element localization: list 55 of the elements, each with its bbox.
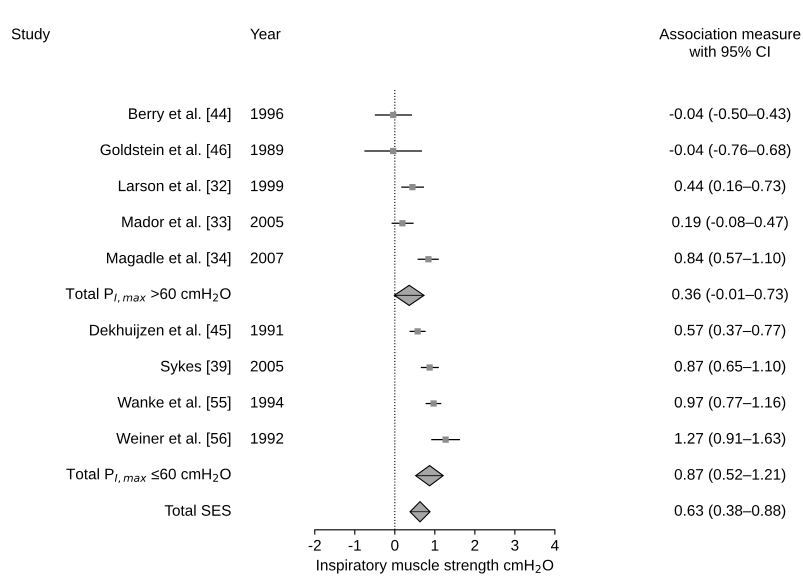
x-tick-label: 3 [511, 540, 518, 551]
point [390, 112, 396, 118]
text: -0.04 (-0.76–0.68) [670, 144, 790, 158]
x-tick-label: 0 [391, 540, 398, 551]
point [442, 436, 449, 443]
point [409, 501, 431, 522]
x-tick-label: 4 [550, 540, 559, 551]
text: Year [250, 28, 281, 40]
text: 0.87 (0.65–1.10) [674, 360, 786, 375]
point [390, 148, 396, 154]
text: -0.04 (-0.50–0.43) [670, 108, 790, 122]
text: 2005 [250, 360, 284, 372]
text: 1992 [251, 432, 284, 444]
text: 1.27 (0.91–1.63) [675, 432, 786, 447]
text: 0.44 (0.16–0.73) [674, 180, 786, 194]
x-tick-label: 1 [432, 540, 438, 551]
text: 1994 [251, 396, 284, 408]
text: 1999 [251, 180, 284, 192]
text: 1989 [251, 144, 284, 156]
text: 0.19 (-0.08–0.47) [672, 216, 788, 230]
text: Association measure with 95% CI [659, 28, 800, 57]
x-tick-label: -2 [308, 540, 321, 551]
point [409, 184, 416, 190]
point [415, 465, 444, 486]
point [426, 364, 433, 371]
y-tick-label: Berry et al. [44] [129, 108, 230, 122]
x-tick-label: -1 [348, 540, 361, 551]
y-tick-label: Weiner et al. [56] [116, 432, 230, 447]
text: 0.87 (0.52–1.21) [674, 468, 786, 483]
y-tick-label: Total P$_{I,max}$ ≤60 cmH$_{2}$O [66, 468, 231, 484]
text: 0.63 (0.38–0.88) [674, 504, 786, 519]
y-tick-label: Dekhuijzen et al. [45] [90, 324, 230, 339]
point [414, 328, 421, 335]
text: 1991 [251, 324, 284, 336]
y-tick-label: Total P$_{I,max}$ >60 cmH$_{2}$O [66, 288, 231, 303]
text: 0.36 (-0.01–0.73) [672, 288, 788, 302]
text: Study [12, 28, 50, 42]
y-tick-label: Sykes [39] [160, 360, 230, 375]
point [425, 256, 432, 262]
point [430, 400, 437, 407]
x-tick-label: 2 [471, 540, 478, 551]
y-tick-label: Magadle et al. [34] [107, 252, 230, 266]
y-tick-label: Wanke et al. [55] [117, 396, 230, 411]
text: 1996 [251, 108, 284, 120]
x-axis-title: Inspiratory muscle strength cmH$_{2}$O [317, 559, 554, 574]
y-tick-label: Goldstein et al. [46] [100, 144, 230, 158]
y-tick-label: Mador et al. [33] [122, 216, 230, 230]
text: 0.57 (0.37–0.77) [674, 324, 786, 339]
y-tick-label: Total SES [164, 504, 231, 516]
text: 2005 [250, 216, 284, 228]
text: 0.84 (0.57–1.10) [674, 252, 786, 266]
point [399, 220, 406, 226]
text: 2007 [250, 252, 284, 264]
text: 0.97 (0.77–1.16) [674, 396, 786, 411]
y-tick-label: Larson et al. [32] [118, 180, 230, 194]
